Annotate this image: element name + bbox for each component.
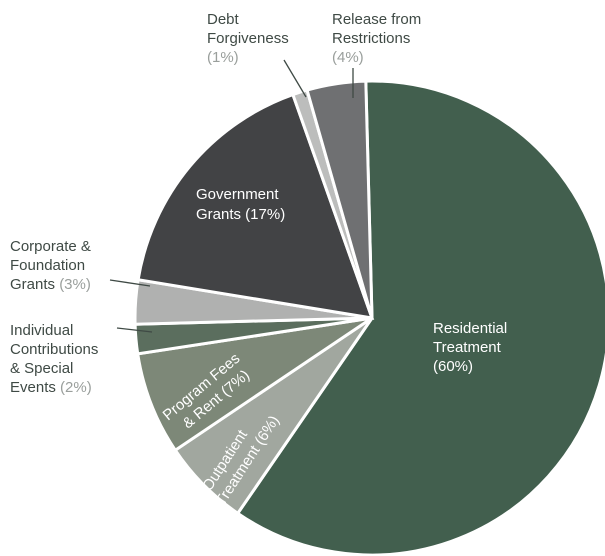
label-residential-line2: Treatment: [433, 339, 502, 356]
label-release-line2: Restrictions: [332, 30, 410, 47]
pie-slice-release-from-restrictions: [305, 79, 374, 319]
pie-slice-government-grants: [136, 92, 375, 320]
label-debt-line1: Debt: [207, 11, 240, 28]
label-corporate-line1: Corporate &: [10, 238, 91, 255]
label-individual-line4-text: Events: [10, 379, 56, 396]
leader-line-corporate: [109, 279, 151, 287]
label-corporate-line2: Foundation: [10, 257, 85, 274]
label-debt-line2: Forgiveness: [207, 30, 289, 47]
label-government-line1: Government: [196, 186, 279, 203]
leader-line-individual: [116, 327, 153, 333]
label-corporate-pct: (3%): [59, 276, 91, 293]
label-corporate-line3: Grants (3%): [10, 276, 91, 293]
label-release-line1: Release from: [332, 11, 421, 28]
label-residential-line1: Residential: [433, 320, 507, 337]
label-individual-line2: Contributions: [10, 341, 98, 358]
label-government-line2: Grants (17%): [196, 206, 285, 223]
label-debt-pct: (1%): [207, 49, 239, 66]
label-corporate-line3-text: Grants: [10, 276, 55, 293]
label-individual-line1: Individual: [10, 322, 73, 339]
leader-line-debt: [283, 59, 307, 98]
label-residential-pct: (60%): [433, 358, 473, 375]
pie-slices: [133, 79, 605, 556]
label-individual-pct: (2%): [60, 379, 92, 396]
label-release-pct: (4%): [332, 49, 364, 66]
pie-slice-program-fees-rent: [136, 316, 373, 453]
label-individual-line3: & Special: [10, 360, 73, 377]
pie-slice-residential-treatment: [235, 79, 605, 556]
label-individual-line4: Events (2%): [10, 379, 92, 396]
